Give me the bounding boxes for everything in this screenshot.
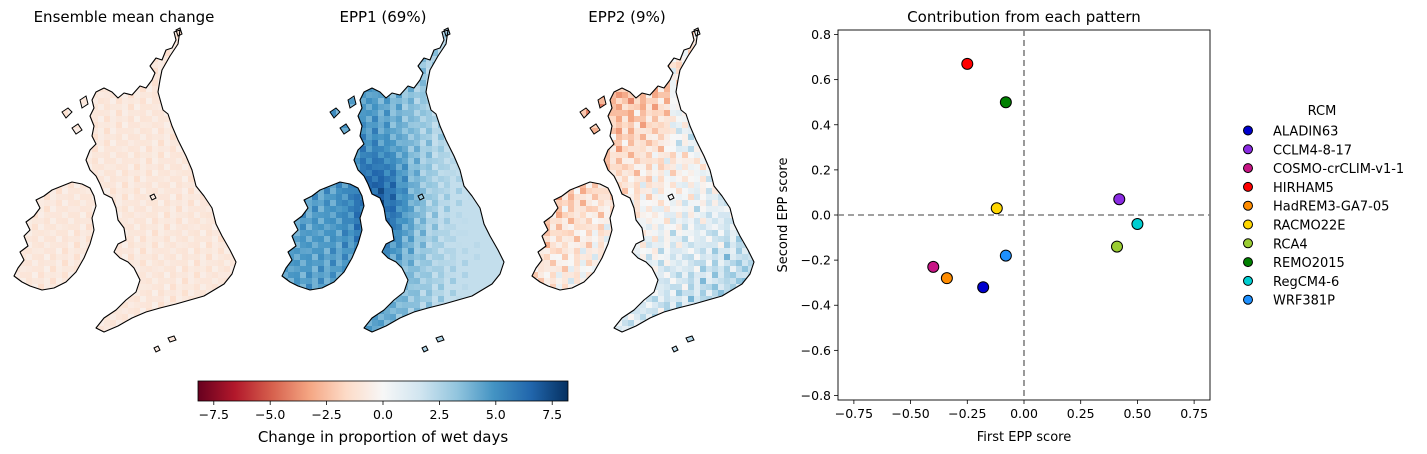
legend-marker xyxy=(1243,275,1253,286)
legend: RCM ALADIN63 CCLM4-8-17 COSMO-crCLIM-v1-1 H… xyxy=(1243,104,1404,309)
x-axis-label: First EPP score xyxy=(977,430,1071,445)
y-tick-label: −0.4 xyxy=(801,298,831,313)
colorbar-tick-label: 0.0 xyxy=(373,407,393,422)
colorbar-label: Change in proportion of wet days xyxy=(258,428,509,446)
x-tick-label: 0.50 xyxy=(1123,406,1151,421)
legend-marker xyxy=(1243,200,1253,211)
colorbar-tick-label: −5.0 xyxy=(255,407,285,422)
legend-label: RegCM4-6 xyxy=(1273,275,1339,290)
map-panel-epp1: EPP1 (69%) xyxy=(281,8,505,353)
scatter-point-regcm4-6 xyxy=(1131,218,1144,231)
x-axis-ticks: −0.75 −0.50 −0.25 0.00 0.25 0.50 0.75 xyxy=(835,400,1208,421)
legend-label: HIRHAM5 xyxy=(1273,181,1334,196)
legend-label: RCA4 xyxy=(1273,237,1308,252)
map-panel-ensemble: Ensemble mean change xyxy=(13,8,237,353)
y-tick-label: −0.2 xyxy=(801,253,831,268)
legend-label: HadREM3-GA7-05 xyxy=(1273,200,1389,215)
scatter-point-racmo22e xyxy=(990,202,1003,215)
colorbar-tick-label: 2.5 xyxy=(429,407,449,422)
coastline xyxy=(13,27,237,353)
wet-day-change-field xyxy=(282,28,504,352)
x-tick-label: −0.25 xyxy=(948,406,986,421)
uk-ireland-map-epp1 xyxy=(281,27,505,353)
colorbar-ticks: −7.5 −5.0 −2.5 0.0 2.5 5.0 7.5 xyxy=(199,401,562,422)
legend-title: RCM xyxy=(1308,104,1337,119)
legend-marker xyxy=(1243,219,1253,230)
scatter-point-remo2015 xyxy=(999,96,1012,109)
scatter-points xyxy=(927,57,1144,294)
map-title-epp1: EPP1 (69%) xyxy=(340,8,427,26)
coastline xyxy=(531,27,755,353)
x-tick-label: 0.75 xyxy=(1180,406,1208,421)
legend-marker xyxy=(1243,144,1253,155)
map-title-ensemble: Ensemble mean change xyxy=(34,8,215,26)
y-tick-label: 0.8 xyxy=(811,27,831,42)
legend-label: COSMO-crCLIM-v1-1 xyxy=(1273,162,1404,177)
colorbar: −7.5 −5.0 −2.5 0.0 2.5 5.0 7.5 Change in propo… xyxy=(197,380,569,446)
scatter-point-cclm4-8-17 xyxy=(1113,193,1126,206)
y-tick-label: 0.2 xyxy=(811,162,831,177)
colorbar-tick-label: 5.0 xyxy=(486,407,506,422)
wet-day-change-field xyxy=(532,28,754,352)
y-tick-label: 0.4 xyxy=(811,117,831,132)
map-title-epp2: EPP2 (9%) xyxy=(588,8,665,26)
legend-label: RACMO22E xyxy=(1273,219,1345,234)
uk-ireland-map-ensemble xyxy=(13,27,237,353)
legend-marker xyxy=(1243,125,1253,136)
legend-marker xyxy=(1243,163,1253,174)
x-tick-label: 0.00 xyxy=(1010,406,1038,421)
uk-ireland-map-epp2 xyxy=(531,27,755,353)
legend-marker xyxy=(1243,238,1253,249)
x-tick-label: 0.25 xyxy=(1067,406,1095,421)
scatter-point-aladin63 xyxy=(977,281,990,294)
y-tick-label: 0.6 xyxy=(811,72,831,87)
legend-label: ALADIN63 xyxy=(1273,125,1338,140)
scatter-point-rca4 xyxy=(1111,240,1123,253)
coastline xyxy=(281,27,505,353)
scatter-point-cosmo-crclim-v1-1 xyxy=(927,260,940,273)
scatter-point-wrf381p xyxy=(999,249,1012,262)
colorbar-tick-label: −7.5 xyxy=(199,407,229,422)
legend-marker xyxy=(1243,294,1253,305)
y-tick-label: −0.8 xyxy=(801,388,831,403)
scatter-point-hirham5 xyxy=(961,57,974,70)
scatter-plot: Contribution from each pattern −0.75 −0.5… xyxy=(776,8,1211,445)
y-tick-label: −0.6 xyxy=(801,343,831,358)
x-tick-label: −0.50 xyxy=(891,406,929,421)
scatter-point-hadrem3-ga7-05 xyxy=(940,272,953,285)
scatter-title: Contribution from each pattern xyxy=(907,8,1141,26)
colorbar-gradient xyxy=(197,380,569,402)
map-panel-epp2: EPP2 (9%) xyxy=(531,8,755,353)
legend-items: ALADIN63 CCLM4-8-17 COSMO-crCLIM-v1-1 HIRHA… xyxy=(1243,125,1404,309)
colorbar-tick-label: −2.5 xyxy=(311,407,341,422)
colorbar-tick-label: 7.5 xyxy=(542,407,562,422)
x-tick-label: −0.75 xyxy=(835,406,873,421)
wet-day-change-field xyxy=(14,28,236,352)
legend-label: WRF381P xyxy=(1273,294,1335,309)
legend-label: CCLM4-8-17 xyxy=(1273,143,1352,158)
legend-marker xyxy=(1243,181,1253,192)
y-tick-label: 0.0 xyxy=(811,208,831,223)
legend-marker xyxy=(1243,257,1253,268)
y-axis-ticks: −0.8 −0.6 −0.4 −0.2 0.0 0.2 0.4 0.6 0.8 xyxy=(801,27,838,403)
legend-label: REMO2015 xyxy=(1273,256,1345,271)
y-axis-label: Second EPP score xyxy=(776,158,791,273)
reference-lines xyxy=(838,30,1210,400)
